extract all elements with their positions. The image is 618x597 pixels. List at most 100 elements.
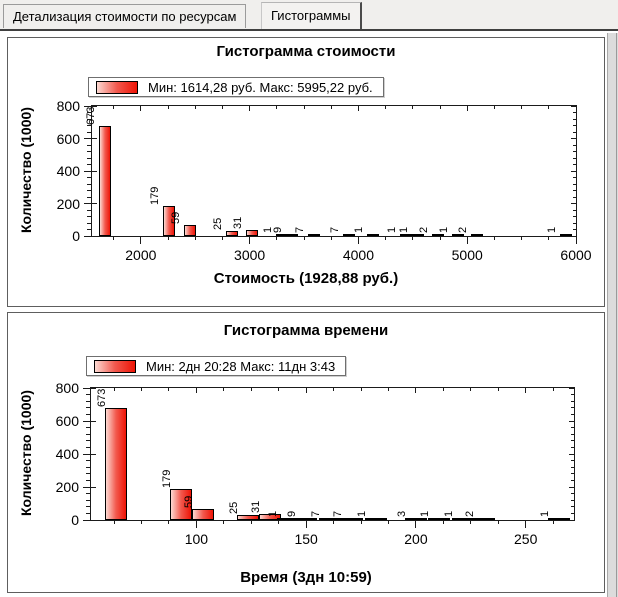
tab-page-content: Гистограмма стоимости Мин: 1614,28 руб. … <box>0 29 618 597</box>
y-major-tick <box>91 387 96 389</box>
histogram-bar <box>191 509 214 520</box>
x-minor-tick <box>303 236 305 240</box>
x-minor-tick <box>250 388 252 391</box>
y-major-tick <box>83 453 91 455</box>
bar-value-label: 673 <box>96 388 109 407</box>
x-major-tick <box>140 106 142 111</box>
legend-color-swatch <box>96 80 138 94</box>
y-major-tick <box>91 420 96 422</box>
x-axis-title: Стоимость (1928,88 руб.) <box>213 270 399 287</box>
x-major-tick <box>305 520 307 528</box>
x-minor-tick <box>548 236 550 240</box>
bar-value-label: 59 <box>182 496 195 509</box>
chart-legend: Мин: 2дн 20:28 Макс: 11дн 3:43 <box>86 356 347 376</box>
bar-value-label: 1 <box>545 226 558 233</box>
y-minor-tick <box>573 229 576 230</box>
y-major-tick <box>84 170 92 172</box>
y-minor-tick <box>571 493 574 495</box>
x-minor-tick <box>387 520 389 524</box>
histogram-bar <box>285 233 298 236</box>
bar-value-label: 25 <box>227 501 240 514</box>
x-major-tick <box>357 236 359 244</box>
y-tick-label: 800 <box>56 98 80 114</box>
chart-legend: Мин: 1614,28 руб. Макс: 5995,22 руб. <box>88 77 384 97</box>
x-tick-label: 150 <box>294 531 318 547</box>
x-tick-label: 200 <box>404 531 428 547</box>
y-axis-title: Количество (1000) <box>18 390 34 516</box>
bar-value-label: 7 <box>328 226 341 233</box>
y-axis-title: Количество (1000) <box>18 107 34 233</box>
x-major-tick <box>525 520 527 528</box>
x-minor-tick <box>113 520 115 524</box>
x-minor-tick <box>194 236 196 240</box>
y-minor-tick <box>86 466 91 468</box>
y-minor-tick <box>573 151 576 152</box>
x-minor-tick <box>333 520 335 524</box>
y-major-tick <box>84 235 92 237</box>
y-major-tick <box>92 170 97 172</box>
x-minor-tick <box>360 388 362 391</box>
x-minor-tick <box>521 106 523 109</box>
tab-histograms[interactable]: Гистограммы <box>261 2 362 29</box>
x-minor-tick <box>194 106 196 109</box>
y-minor-tick <box>87 131 92 133</box>
x-minor-tick <box>387 388 389 391</box>
y-minor-tick <box>571 473 574 475</box>
x-minor-tick <box>521 236 523 240</box>
y-minor-tick <box>571 446 574 448</box>
x-minor-tick <box>470 388 472 391</box>
histogram-bar <box>246 229 259 236</box>
x-major-tick <box>525 388 527 393</box>
y-minor-tick <box>86 413 91 415</box>
y-minor-tick <box>571 499 574 501</box>
bar-value-label: 2 <box>463 510 476 517</box>
y-major-tick <box>571 138 576 139</box>
bar-value-label: 2 <box>456 226 469 233</box>
histogram-bar <box>412 234 425 236</box>
y-minor-tick <box>87 151 92 152</box>
bar-value-label: 1 <box>538 510 551 517</box>
x-minor-tick <box>385 236 387 240</box>
y-major-tick <box>83 519 91 521</box>
y-minor-tick <box>571 479 574 481</box>
y-minor-tick <box>573 190 576 191</box>
y-minor-tick <box>87 229 92 230</box>
y-minor-tick <box>87 196 92 198</box>
bar-value-label: 673 <box>85 106 98 125</box>
bar-value-label: 1 <box>398 226 411 233</box>
histogram-bar <box>428 518 450 520</box>
y-minor-tick <box>86 400 91 402</box>
y-major-tick <box>569 453 574 455</box>
y-major-tick <box>92 105 97 107</box>
x-minor-tick <box>385 106 387 109</box>
legend-color-swatch <box>94 359 136 373</box>
x-minor-tick <box>493 236 495 240</box>
x-minor-tick <box>113 236 115 240</box>
y-major-tick <box>83 387 91 389</box>
x-tick-label: 250 <box>514 531 538 547</box>
y-tick-label: 600 <box>55 413 79 429</box>
x-minor-tick <box>412 236 414 240</box>
tab-cost-details[interactable]: Детализация стоимости по ресурсам <box>3 4 247 28</box>
y-minor-tick <box>571 506 574 508</box>
legend-text: Мин: 1614,28 руб. Макс: 5995,22 руб. <box>148 79 373 95</box>
y-major-tick <box>571 203 576 204</box>
y-major-tick <box>571 170 576 172</box>
bar-value-label: 3 <box>395 510 408 517</box>
bar-value-label: 31 <box>232 216 245 229</box>
tab-bar: Детализация стоимости по ресурсам Гистог… <box>0 0 618 30</box>
y-minor-tick <box>573 164 576 165</box>
y-minor-tick <box>571 440 574 442</box>
y-tick-label: 600 <box>56 130 80 147</box>
bar-value-label: 1 <box>386 226 399 233</box>
y-major-tick <box>84 138 92 139</box>
y-minor-tick <box>86 440 91 442</box>
chart-title: Гистограмма времени <box>223 322 389 339</box>
bar-value-label: 179 <box>161 470 173 489</box>
x-minor-tick <box>552 388 554 391</box>
cost-histogram-panel: Гистограмма стоимости Мин: 1614,28 руб. … <box>7 37 605 307</box>
x-minor-tick <box>548 106 550 109</box>
histogram-bar <box>547 518 570 520</box>
y-minor-tick <box>86 433 91 435</box>
